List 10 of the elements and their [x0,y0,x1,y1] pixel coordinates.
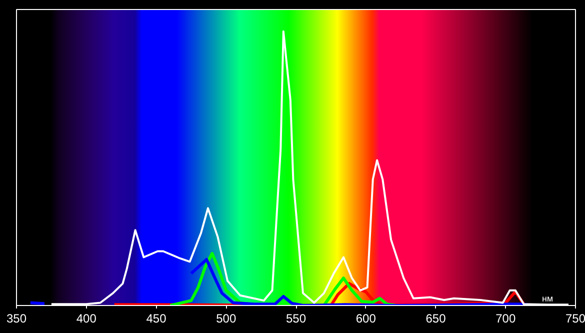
x-tick-label: 350 [6,312,27,326]
x-tick-label: 550 [286,312,306,326]
x-tick-label: 600 [356,312,376,326]
x-tick-label: 700 [496,312,516,326]
x-axis-title: нм [542,294,554,304]
x-tick-label: 650 [426,312,446,326]
x-tick-label: 450 [146,312,167,326]
x-tick-label: 750 [565,312,585,326]
x-tick-label: 500 [216,312,236,326]
x-tick-label: 400 [76,312,97,326]
